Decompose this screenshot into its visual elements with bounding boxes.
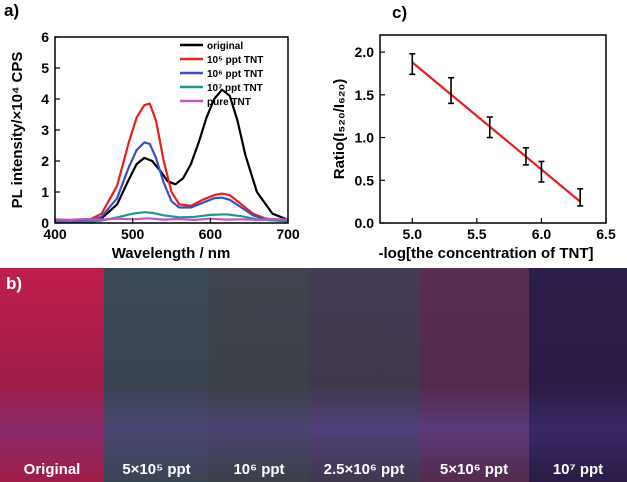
- vial-label-2: 10⁶ ppt: [233, 461, 285, 478]
- series-line-4: [54, 217, 289, 221]
- photo-panel: Original 5×10⁵ ppt 10⁶ ppt 2.5×10⁶ ppt 5×10⁶…: [0, 268, 627, 482]
- legend-label-0: original: [207, 41, 243, 52]
- vial-strip-5: 10⁷ ppt: [529, 268, 627, 482]
- plot-area: [54, 88, 289, 224]
- y-tick-label: 4: [41, 91, 49, 107]
- x-tick-label: 500: [121, 226, 145, 242]
- series-line-0: [55, 88, 289, 223]
- y-tick-label: 0.5: [355, 172, 375, 188]
- vial-strip-3: 2.5×10⁶ ppt: [309, 268, 419, 482]
- panel-c-label: c): [392, 3, 407, 22]
- x-axis-title: Wavelength / nm: [112, 245, 231, 262]
- vial-label-3: 2.5×10⁶ ppt: [323, 461, 405, 478]
- x-tick-label: 700: [276, 226, 300, 242]
- y-tick-label: 5: [41, 60, 49, 76]
- vial-strip-1: 5×10⁵ ppt: [104, 268, 209, 482]
- plot-area: [409, 52, 584, 207]
- x-tick-label: 5.5: [467, 226, 487, 242]
- vial-label-1: 5×10⁵ ppt: [122, 461, 191, 478]
- y-tick-label: 1.5: [355, 87, 375, 103]
- panel-b-label: b): [6, 274, 23, 293]
- y-axis-ticks: 0 1 2 3 4 5 6: [41, 29, 60, 231]
- x-axis-title: -log[the concentration of TNT]: [379, 245, 594, 262]
- y-tick-label: 1: [41, 184, 49, 200]
- vial-strip-2: 10⁶ ppt: [209, 268, 309, 482]
- ratio-vs-concentration-chart: c) 5.0 5.5 6.0 6.5 0.0 0.5 1.0 1.5 2.0 -log[the…: [331, 3, 616, 262]
- y-tick-label: 6: [41, 29, 49, 45]
- x-tick-label: 6.0: [532, 226, 552, 242]
- legend-label-3: 10⁷ ppt TNT: [207, 83, 263, 94]
- x-tick-label: 5.0: [403, 226, 423, 242]
- x-axis-ticks: 400 500 600 700: [43, 218, 300, 242]
- vial-strip-4: 5×10⁶ ppt: [419, 268, 529, 482]
- y-axis-ticks: 0.0 0.5 1.0 1.5 2.0: [355, 44, 385, 231]
- vial-label-4: 5×10⁶ ppt: [439, 461, 509, 478]
- y-tick-label: 1.0: [355, 130, 375, 146]
- y-tick-label: 0.0: [355, 215, 375, 231]
- x-tick-label: 600: [199, 226, 223, 242]
- vial-strip-0: Original: [0, 268, 104, 482]
- fit-line: [411, 61, 581, 203]
- y-tick-label: 2: [41, 153, 49, 169]
- x-tick-label: 6.5: [596, 226, 616, 242]
- vial-label-0: Original: [23, 461, 81, 478]
- x-tick-label: 400: [43, 226, 67, 242]
- x-axis-ticks: 5.0 5.5 6.0 6.5: [403, 218, 616, 242]
- legend-label-1: 10⁵ ppt TNT: [207, 55, 263, 66]
- y-tick-label: 3: [41, 122, 49, 138]
- y-axis-title: Ratio(I₅₂₀/I₆₂₀): [331, 79, 348, 180]
- legend-label-2: 10⁶ ppt TNT: [207, 69, 263, 80]
- series-line-1: [55, 102, 289, 223]
- y-tick-label: 2.0: [355, 44, 375, 60]
- y-axis-title: PL intensity/×10⁴ CPS: [9, 52, 26, 209]
- plot-frame: [379, 34, 607, 224]
- legend-label-4: pure TNT: [207, 97, 251, 108]
- series-line-2: [55, 141, 289, 223]
- vial-label-5: 10⁷ ppt: [552, 461, 604, 478]
- legend: original 10⁵ ppt TNT 10⁶ ppt TNT 10⁷ ppt TN…: [180, 41, 263, 108]
- y-tick-label: 0: [41, 215, 49, 231]
- panel-a-label: a): [4, 1, 19, 20]
